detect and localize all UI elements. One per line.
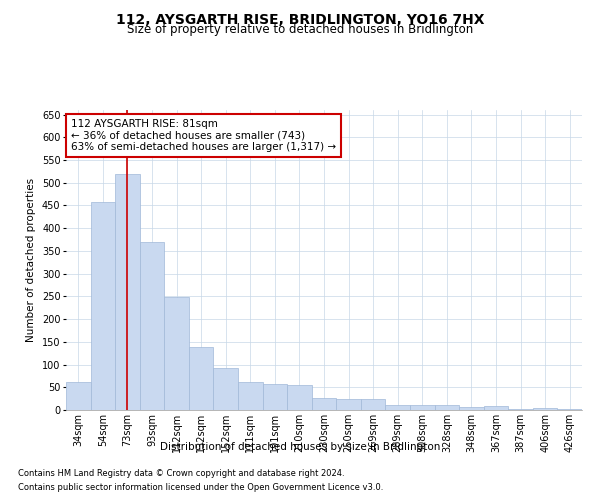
Bar	[459, 408, 484, 410]
Bar	[189, 348, 214, 410]
Bar	[287, 385, 312, 410]
Text: 112, AYSGARTH RISE, BRIDLINGTON, YO16 7HX: 112, AYSGARTH RISE, BRIDLINGTON, YO16 7H…	[116, 12, 484, 26]
Bar	[410, 404, 434, 410]
Bar	[508, 408, 533, 410]
Bar	[164, 298, 189, 410]
Bar	[336, 398, 361, 410]
Bar	[115, 174, 140, 410]
Text: Size of property relative to detached houses in Bridlington: Size of property relative to detached ho…	[127, 22, 473, 36]
Text: 112 AYSGARTH RISE: 81sqm
← 36% of detached houses are smaller (743)
63% of semi-: 112 AYSGARTH RISE: 81sqm ← 36% of detach…	[71, 119, 336, 152]
Bar	[385, 406, 410, 410]
Bar	[66, 382, 91, 410]
Bar	[263, 384, 287, 410]
Bar	[484, 406, 508, 410]
Bar	[312, 398, 336, 410]
Text: Contains public sector information licensed under the Open Government Licence v3: Contains public sector information licen…	[18, 484, 383, 492]
Text: Contains HM Land Registry data © Crown copyright and database right 2024.: Contains HM Land Registry data © Crown c…	[18, 468, 344, 477]
Bar	[91, 202, 115, 410]
Bar	[140, 242, 164, 410]
Bar	[214, 368, 238, 410]
Y-axis label: Number of detached properties: Number of detached properties	[26, 178, 36, 342]
Bar	[533, 408, 557, 410]
Bar	[557, 408, 582, 410]
Bar	[361, 398, 385, 410]
Bar	[238, 382, 263, 410]
Text: Distribution of detached houses by size in Bridlington: Distribution of detached houses by size …	[160, 442, 440, 452]
Bar	[434, 404, 459, 410]
